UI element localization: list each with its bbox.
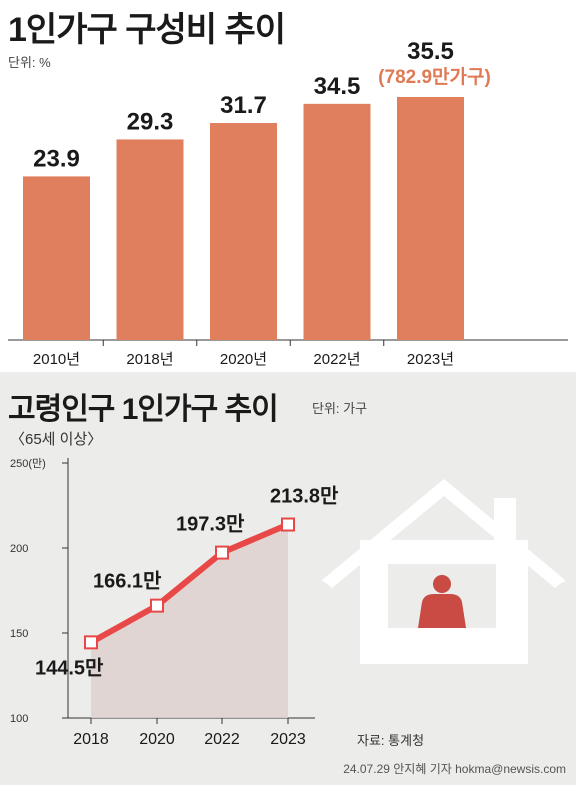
bar-annotation: (782.9만가구): [378, 66, 491, 88]
data-point-0: [84, 635, 98, 650]
x-tick-label-3: 2023: [270, 731, 306, 748]
bar-chart-title: 1인가구 구성비 추이: [8, 11, 286, 49]
line-chart-unit: 단위: 가구: [312, 401, 368, 416]
bar-value-label-4: 35.5: [407, 38, 454, 65]
bar-value-label-1: 29.3: [127, 108, 174, 135]
point-value-label-0: 144.5만: [35, 656, 104, 679]
bar-category-label-1: 2018년: [126, 351, 173, 368]
bar-3: [303, 103, 371, 341]
bar-category-label-3: 2022년: [313, 351, 360, 368]
source-note: 자료: 통계청: [357, 733, 425, 748]
y-tick-label-2: 200: [10, 543, 28, 555]
bar-category-label-2: 2020년: [220, 351, 267, 368]
bar-category-label-0: 2010년: [33, 351, 80, 368]
line-area: [91, 524, 288, 718]
point-value-label-2: 197.3만: [176, 513, 245, 536]
line-chart-title: 고령인구 1인가구 추이: [8, 393, 279, 426]
person-head-icon: [433, 575, 451, 593]
bar-0: [23, 176, 90, 340]
y-tick-label-0: 100: [10, 713, 28, 725]
person-body-icon: [418, 594, 466, 628]
bar-1: [116, 139, 184, 340]
line-chart-subtitle: 〈65세 이상〉: [10, 431, 103, 448]
data-point-1: [150, 598, 164, 613]
series-line: [89, 521, 290, 645]
x-tick-label-2: 2022: [204, 731, 240, 748]
bar-value-label-0: 23.9: [33, 145, 80, 172]
point-value-label-3: 213.8만: [270, 485, 339, 508]
data-point-3: [281, 517, 295, 532]
y-tick-label-1: 150: [10, 628, 28, 640]
bar-4: [397, 97, 464, 340]
chimney-icon: [494, 498, 516, 540]
credit-line: 24.07.29 안지혜 기자 hokma@newsis.com: [343, 762, 566, 776]
x-tick-label-0: 2018: [73, 731, 109, 748]
bar-chart-panel: [0, 0, 576, 372]
bar-value-label-2: 31.7: [220, 92, 267, 119]
y-tick-label-3: 250(만): [10, 457, 46, 470]
bar-value-label-3: 34.5: [314, 73, 361, 100]
point-value-label-1: 166.1만: [93, 570, 162, 593]
bar-chart-unit: 단위: %: [8, 55, 51, 70]
x-tick-label-1: 2020: [139, 731, 175, 748]
bar-2: [210, 123, 277, 341]
bar-category-label-4: 2023년: [407, 351, 454, 368]
data-point-2: [215, 545, 229, 560]
